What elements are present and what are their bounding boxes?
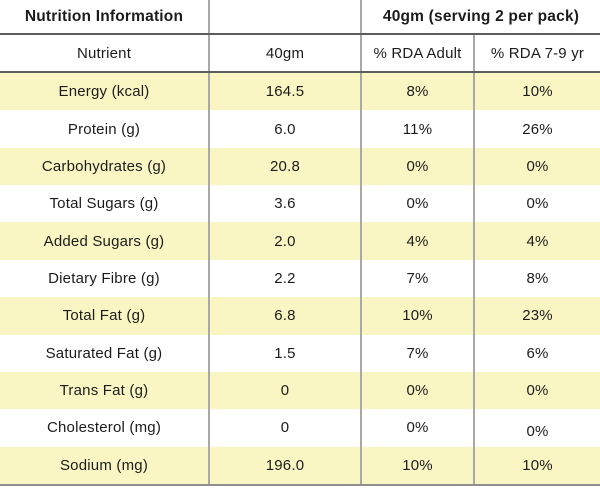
cell-amount-per-40gm: 2.2 <box>210 259 362 298</box>
table-row: Carbohydrates (g) 20.8 0% 0% <box>0 147 600 186</box>
table-row: Trans Fat (g) 0 0% 0% <box>0 371 600 410</box>
header-empty-cell <box>210 0 362 33</box>
cell-amount-per-40gm: 20.8 <box>210 147 362 186</box>
cell-amount-per-40gm: 0 <box>210 409 362 447</box>
table-row: Total Sugars (g) 3.6 0% 0% <box>0 185 600 223</box>
header-serving-size: 40gm (serving 2 per pack) <box>382 7 580 25</box>
cell-nutrient-label: Dietary Fibre (g) <box>0 259 210 298</box>
table-body: Energy (kcal) 164.5 8% 10% Protein (g) 6… <box>0 73 600 484</box>
cell-nutrient-label: Total Sugars (g) <box>0 185 210 223</box>
column-header-rda-7-9yr: % RDA 7-9 yr <box>490 44 585 62</box>
cell-rda-7-9yr-percent: 23% <box>522 307 553 325</box>
cell-rda-7-9yr-percent: 0% <box>526 423 549 441</box>
table-row: Total Fat (g) 6.8 10% 23% <box>0 297 600 335</box>
cell-rda-7-9yr-percent: 26% <box>522 120 553 138</box>
cell-nutrient-label: Cholesterol (mg) <box>0 409 210 447</box>
cell-rda-adult-percent: 0% <box>362 147 475 186</box>
cell-nutrient-label: Added Sugars (g) <box>0 222 210 260</box>
cell-rda-7-9yr-percent: 10% <box>522 456 553 474</box>
cell-rda-adult-percent: 8% <box>362 73 475 111</box>
cell-rda-adult-percent: 0% <box>362 371 475 410</box>
table-row: Cholesterol (mg) 0 0% 0% <box>0 409 600 447</box>
cell-rda-7-9yr-percent: 0% <box>526 157 549 175</box>
cell-amount-per-40gm: 6.8 <box>210 297 362 335</box>
table-header-top-row: Nutrition Information 40gm (serving 2 pe… <box>0 0 600 35</box>
cell-rda-adult-percent: 4% <box>362 222 475 260</box>
column-header-amount-40gm: 40gm <box>210 35 362 71</box>
cell-rda-7-9yr-percent: 4% <box>526 232 549 250</box>
table-row: Energy (kcal) 164.5 8% 10% <box>0 73 600 111</box>
cell-rda-adult-percent: 10% <box>362 446 475 484</box>
cell-nutrient-label: Protein (g) <box>0 110 210 148</box>
cell-nutrient-label: Saturated Fat (g) <box>0 334 210 372</box>
cell-nutrient-label: Sodium (mg) <box>0 446 210 484</box>
cell-nutrient-label: Carbohydrates (g) <box>0 147 210 186</box>
cell-nutrient-label: Energy (kcal) <box>0 73 210 111</box>
cell-nutrient-label: Trans Fat (g) <box>0 371 210 410</box>
cell-nutrient-label: Total Fat (g) <box>0 297 210 335</box>
cell-amount-per-40gm: 6.0 <box>210 110 362 148</box>
cell-amount-per-40gm: 2.0 <box>210 222 362 260</box>
cell-amount-per-40gm: 196.0 <box>210 446 362 484</box>
table-row: Saturated Fat (g) 1.5 7% 6% <box>0 334 600 372</box>
cell-rda-7-9yr-percent: 0% <box>526 382 549 400</box>
table-column-header-row: Nutrient 40gm % RDA Adult % RDA 7-9 yr <box>0 35 600 73</box>
cell-rda-adult-percent: 11% <box>362 110 475 148</box>
table-row: Sodium (mg) 196.0 10% 10% <box>0 446 600 484</box>
column-header-rda-adult: % RDA Adult <box>362 35 475 71</box>
cell-rda-7-9yr-percent: 8% <box>526 269 549 287</box>
column-header-nutrient: Nutrient <box>0 35 210 71</box>
header-nutrition-information: Nutrition Information <box>0 0 210 33</box>
cell-rda-7-9yr-percent: 0% <box>526 195 549 213</box>
cell-rda-7-9yr-percent: 6% <box>526 344 549 362</box>
table-row: Added Sugars (g) 2.0 4% 4% <box>0 222 600 260</box>
cell-rda-adult-percent: 7% <box>362 334 475 372</box>
cell-amount-per-40gm: 0 <box>210 371 362 410</box>
table-row: Protein (g) 6.0 11% 26% <box>0 110 600 148</box>
cell-rda-adult-percent: 0% <box>362 185 475 223</box>
cell-amount-per-40gm: 164.5 <box>210 73 362 111</box>
cell-rda-7-9yr-percent: 10% <box>522 83 553 101</box>
cell-amount-per-40gm: 3.6 <box>210 185 362 223</box>
table-row: Dietary Fibre (g) 2.2 7% 8% <box>0 259 600 298</box>
cell-rda-adult-percent: 10% <box>362 297 475 335</box>
cell-rda-adult-percent: 0% <box>362 409 475 447</box>
cell-amount-per-40gm: 1.5 <box>210 334 362 372</box>
cell-rda-adult-percent: 7% <box>362 259 475 298</box>
